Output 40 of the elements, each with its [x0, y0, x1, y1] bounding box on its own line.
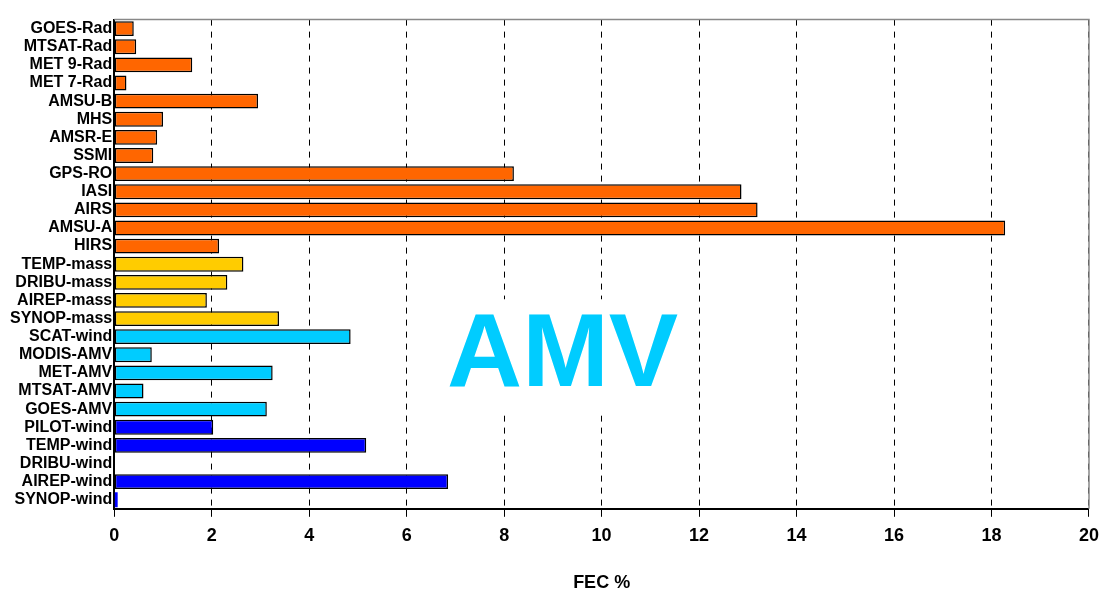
y-tick-label: SSMI — [73, 145, 113, 163]
y-tick-label: DRIBU-mass — [15, 272, 113, 290]
y-tick-label: AIREP-wind — [21, 472, 113, 490]
x-tick-label: 0 — [109, 524, 120, 545]
y-tick-label: TEMP-wind — [26, 435, 113, 453]
y-tick-label: GOES-AMV — [25, 399, 113, 417]
y-tick-label: MET-AMV — [38, 363, 113, 381]
y-tick-label: MET 7-Rad — [29, 73, 113, 91]
y-tick-label: GOES-Rad — [30, 19, 113, 37]
annotation: AMV — [447, 291, 679, 408]
y-tick-label: MTSAT-AMV — [18, 381, 113, 399]
x-tick-label: 4 — [304, 524, 315, 545]
y-tick-label: GPS-RO — [49, 164, 113, 182]
x-tick-label: 12 — [689, 524, 710, 545]
y-tick-label: SCAT-wind — [29, 327, 113, 345]
y-tick-label: TEMP-mass — [21, 254, 113, 272]
y-tick-label: AMSU-B — [48, 91, 113, 109]
x-tick-label: 6 — [401, 524, 412, 545]
x-tick-label: 20 — [1078, 524, 1099, 545]
y-tick-label: AIREP-mass — [17, 290, 113, 308]
y-tick-label: DRIBU-wind — [19, 453, 113, 471]
y-tick-label: MET 9-Rad — [29, 55, 113, 73]
y-tick-label: MODIS-AMV — [18, 345, 113, 363]
x-axis-title: FEC % — [573, 572, 631, 593]
x-tick-label: 18 — [981, 524, 1002, 545]
y-tick-label: SYNOP-wind — [14, 490, 113, 508]
x-tick-label: 2 — [206, 524, 217, 545]
y-tick-label: PILOT-wind — [24, 417, 113, 435]
y-tick-label: AMSR-E — [49, 127, 113, 145]
y-tick-label: HIRS — [74, 236, 113, 254]
y-tick-label: AMSU-A — [48, 218, 113, 236]
x-tick-label: 16 — [884, 524, 905, 545]
y-tick-label: MHS — [76, 109, 113, 127]
y-tick-label: MTSAT-Rad — [23, 37, 113, 55]
y-tick-label: AIRS — [74, 200, 113, 218]
x-tick-label: 10 — [591, 524, 612, 545]
y-tick-label: SYNOP-mass — [10, 308, 113, 326]
x-tick-label: 14 — [786, 524, 807, 545]
x-tick-label: 8 — [499, 524, 510, 545]
y-tick-label: IASI — [81, 182, 113, 200]
